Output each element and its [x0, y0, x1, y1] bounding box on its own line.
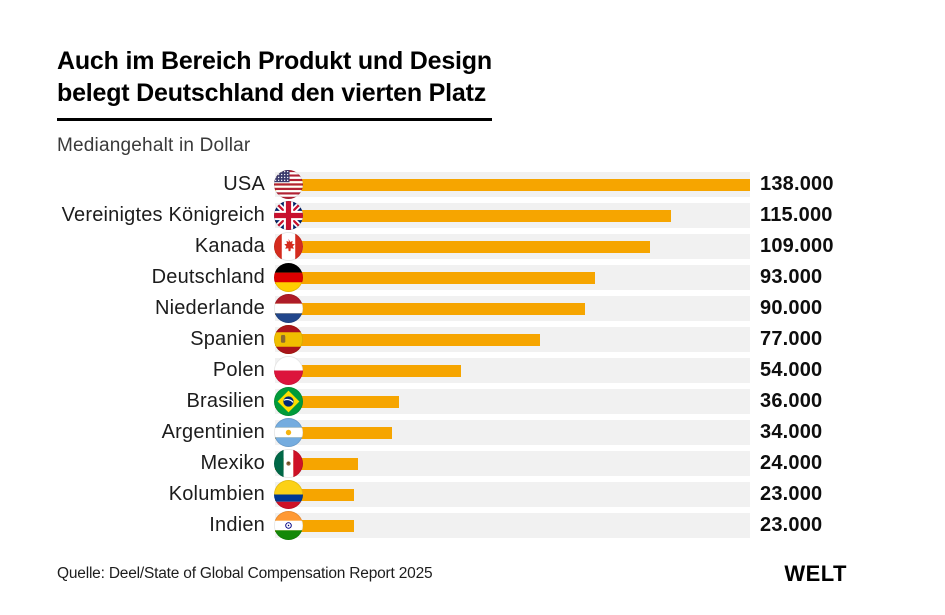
country-label: Vereinigtes Königreich [61, 204, 265, 226]
bar-area [274, 170, 750, 199]
chart-row: Vereinigtes Königreich 115.000 [57, 201, 847, 230]
chart-subtitle: Mediangehalt in Dollar [57, 135, 251, 156]
flag-germany-icon [274, 263, 303, 292]
value-label: 34.000 [760, 421, 823, 443]
country-label: Polen [212, 359, 265, 381]
chart-row: Kanada 109.000 [57, 232, 847, 261]
bar-area [274, 232, 750, 261]
country-label: Argentinien [161, 421, 265, 443]
country-label: USA [223, 173, 265, 195]
value-label: 93.000 [760, 266, 823, 288]
country-label: Niederlande [154, 297, 265, 319]
bar-area [274, 325, 750, 354]
flag-canada-icon [274, 232, 303, 261]
value-label: 23.000 [760, 514, 823, 536]
bar-area [274, 511, 750, 540]
flag-netherlands-icon [274, 294, 303, 323]
chart-title-line-2: belegt Deutschland den vierten Platz [57, 79, 487, 107]
country-label: Indien [209, 514, 265, 536]
flag-mexico-icon [274, 449, 303, 478]
value-bar [275, 209, 671, 222]
chart-row: Argentinien 34.000 [57, 418, 847, 447]
bar-area [274, 480, 750, 509]
value-bar [275, 364, 461, 377]
flag-spain-icon [274, 325, 303, 354]
value-label: 90.000 [760, 297, 823, 319]
chart-row: Polen 54.000 [57, 356, 847, 385]
value-bar [275, 240, 651, 253]
chart-header: Auch im Bereich Produkt und Design beleg… [57, 45, 945, 157]
flag-india-icon [274, 511, 303, 540]
value-bar [275, 426, 393, 439]
value-label: 115.000 [760, 204, 833, 226]
country-label: Brasilien [186, 390, 265, 412]
value-bar [275, 302, 585, 315]
flag-brazil-icon [274, 387, 303, 416]
value-bar [275, 333, 541, 346]
bar-area [274, 263, 750, 292]
value-label: 138.000 [760, 173, 834, 195]
country-label: Mexiko [200, 452, 265, 474]
bar-area [274, 387, 750, 416]
chart-row: Niederlande 90.000 [57, 294, 847, 323]
value-label: 77.000 [760, 328, 823, 350]
bar-area [274, 449, 750, 478]
chart-row: Brasilien 36.000 [57, 387, 847, 416]
value-label: 54.000 [760, 359, 823, 381]
chart-title: Auch im Bereich Produkt und Design beleg… [57, 45, 492, 121]
chart-row: Kolumbien 23.000 [57, 480, 847, 509]
country-label: Deutschland [151, 266, 265, 288]
bar-chart: USA 138.000 Vereinigtes Königreich 115.000 K… [57, 170, 847, 540]
value-label: 109.000 [760, 235, 834, 257]
bar-area [274, 356, 750, 385]
welt-logo: WELT [784, 561, 847, 586]
chart-row: Mexiko 24.000 [57, 449, 847, 478]
chart-row: Spanien 77.000 [57, 325, 847, 354]
flag-colombia-icon [274, 480, 303, 509]
bar-area [274, 294, 750, 323]
bar-area [274, 418, 750, 447]
chart-footer: Quelle: Deel/State of Global Compensatio… [57, 561, 847, 587]
chart-row: USA 138.000 [57, 170, 847, 199]
flag-usa-icon [274, 170, 303, 199]
value-label: 23.000 [760, 483, 823, 505]
value-label: 24.000 [760, 452, 823, 474]
source-credit: Quelle: Deel/State of Global Compensatio… [57, 565, 433, 582]
flag-argentina-icon [274, 418, 303, 447]
value-bar [275, 178, 750, 191]
country-label: Kolumbien [168, 483, 265, 505]
value-label: 36.000 [760, 390, 823, 412]
country-label: Spanien [190, 328, 265, 350]
chart-row: Indien 23.000 [57, 511, 847, 540]
flag-poland-icon [274, 356, 303, 385]
value-bar [275, 271, 596, 284]
chart-title-line-1: Auch im Bereich Produkt und Design [57, 47, 492, 75]
flag-uk-icon [274, 201, 303, 230]
chart-row: Deutschland 93.000 [57, 263, 847, 292]
country-label: Kanada [194, 235, 265, 257]
value-bar [275, 395, 399, 408]
bar-area [274, 201, 750, 230]
